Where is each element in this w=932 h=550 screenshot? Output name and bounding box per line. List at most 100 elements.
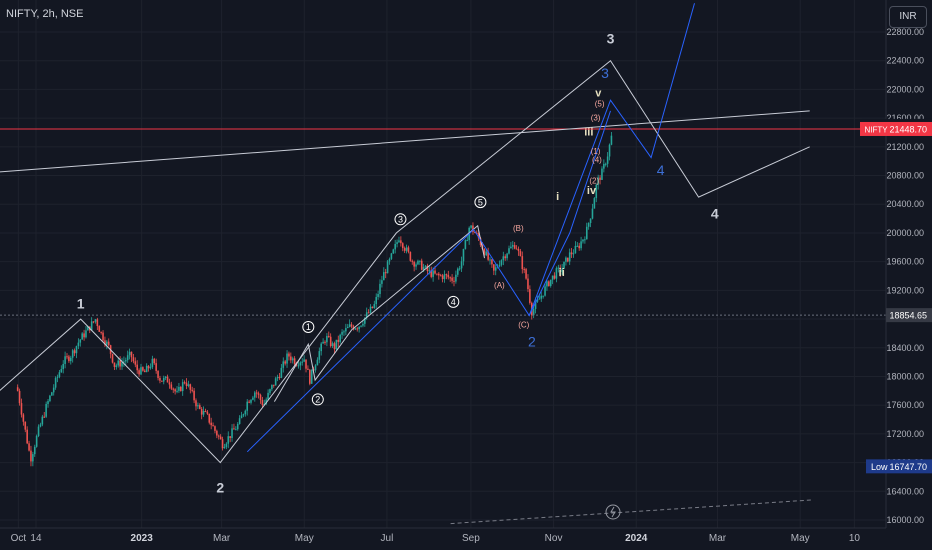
candle-body	[69, 357, 72, 362]
x-tick-label: Oct	[11, 533, 27, 544]
y-tick-label: 19600.00	[886, 257, 924, 267]
y-tick-label: 18400.00	[886, 343, 924, 353]
candle-body	[523, 269, 525, 271]
candle-body	[458, 268, 461, 270]
candle-body	[451, 277, 453, 281]
candle-body	[246, 401, 249, 411]
candle-body	[584, 239, 586, 241]
candle-body	[576, 245, 579, 247]
candle-body	[487, 251, 489, 260]
candle-body	[238, 418, 241, 424]
candle-body	[585, 226, 588, 240]
candle-body	[151, 358, 154, 368]
candle-body	[601, 168, 603, 180]
candle-body	[536, 299, 539, 302]
candle-body	[26, 429, 28, 444]
candle-body	[527, 278, 529, 290]
candle-body	[81, 333, 83, 340]
candle-body	[301, 361, 304, 363]
price-tag: 18854.65	[886, 308, 932, 323]
candle-body	[326, 336, 328, 343]
candle-body	[394, 243, 396, 250]
candle-body	[240, 415, 243, 419]
candle-body	[236, 423, 239, 430]
candle-body	[274, 378, 277, 386]
candle-body	[322, 341, 324, 344]
candle-body	[138, 370, 140, 375]
candle-body	[472, 225, 474, 233]
wave-label: iv	[587, 185, 597, 197]
candle-body	[68, 356, 70, 362]
candle-body	[430, 270, 433, 277]
candle-body	[511, 245, 514, 247]
candle-body	[85, 330, 87, 338]
candle-body	[591, 208, 594, 219]
clock-icon[interactable]	[605, 504, 621, 520]
candle-body	[453, 280, 455, 282]
x-tick-label: Mar	[709, 533, 727, 544]
candle-body	[540, 295, 543, 299]
candle-body	[555, 268, 558, 279]
wave-line-white	[273, 224, 485, 402]
candle-body	[172, 388, 175, 390]
candle-body	[102, 332, 104, 341]
candle-body	[208, 413, 211, 423]
candle-body	[259, 394, 262, 400]
wave-label: (C)	[518, 321, 529, 330]
wave-label-circle	[394, 213, 407, 226]
candle-body	[242, 414, 245, 416]
candle-body	[434, 270, 436, 274]
wave-label: (B)	[513, 224, 524, 233]
wave-line-white	[0, 110, 810, 173]
candle-body	[18, 390, 21, 404]
candle-body	[183, 382, 186, 384]
candle-body	[392, 249, 395, 254]
candle-body	[164, 376, 167, 378]
candle-body	[439, 275, 442, 277]
candle-body	[403, 248, 406, 251]
price-axis	[886, 0, 932, 550]
candle-body	[398, 240, 400, 243]
candle-body	[603, 163, 605, 169]
candle-body	[415, 264, 417, 267]
candle-body	[233, 428, 235, 430]
candle-body	[362, 323, 364, 326]
candle-body	[371, 306, 374, 308]
candle-body	[445, 274, 448, 276]
y-tick-label: 20400.00	[886, 199, 924, 209]
candle-body	[593, 198, 596, 209]
candle-body	[271, 384, 273, 390]
candle-body	[185, 382, 188, 386]
candle-body	[331, 343, 334, 347]
candle-body	[39, 424, 42, 427]
candle-body	[449, 277, 451, 279]
candle-body	[386, 261, 389, 274]
y-tick-label: 18000.00	[886, 371, 924, 381]
candle-body	[41, 416, 44, 425]
candle-body	[589, 218, 592, 224]
currency-button[interactable]: INR	[889, 6, 927, 28]
candle-body	[30, 450, 32, 462]
dashed-trend-line	[450, 499, 813, 525]
candle-body	[419, 260, 421, 262]
candle-body	[282, 361, 285, 368]
y-tick-label: 17200.00	[886, 429, 924, 439]
candle-body	[578, 245, 580, 249]
candle-body	[517, 248, 520, 252]
candle-body	[466, 240, 469, 242]
price-tag-bg	[892, 121, 932, 136]
candle-body	[221, 439, 224, 449]
candle-body	[491, 259, 493, 265]
candle-body	[276, 376, 279, 379]
candle-body	[119, 360, 121, 367]
wave-label: (5)	[595, 100, 605, 109]
candle-body	[409, 251, 412, 261]
candle-body	[77, 342, 80, 347]
candle-body	[354, 328, 357, 330]
candle-body	[565, 257, 567, 262]
candle-body	[388, 258, 391, 262]
candle-body	[339, 334, 341, 342]
candle-body	[100, 331, 102, 333]
candle-body	[291, 358, 294, 361]
